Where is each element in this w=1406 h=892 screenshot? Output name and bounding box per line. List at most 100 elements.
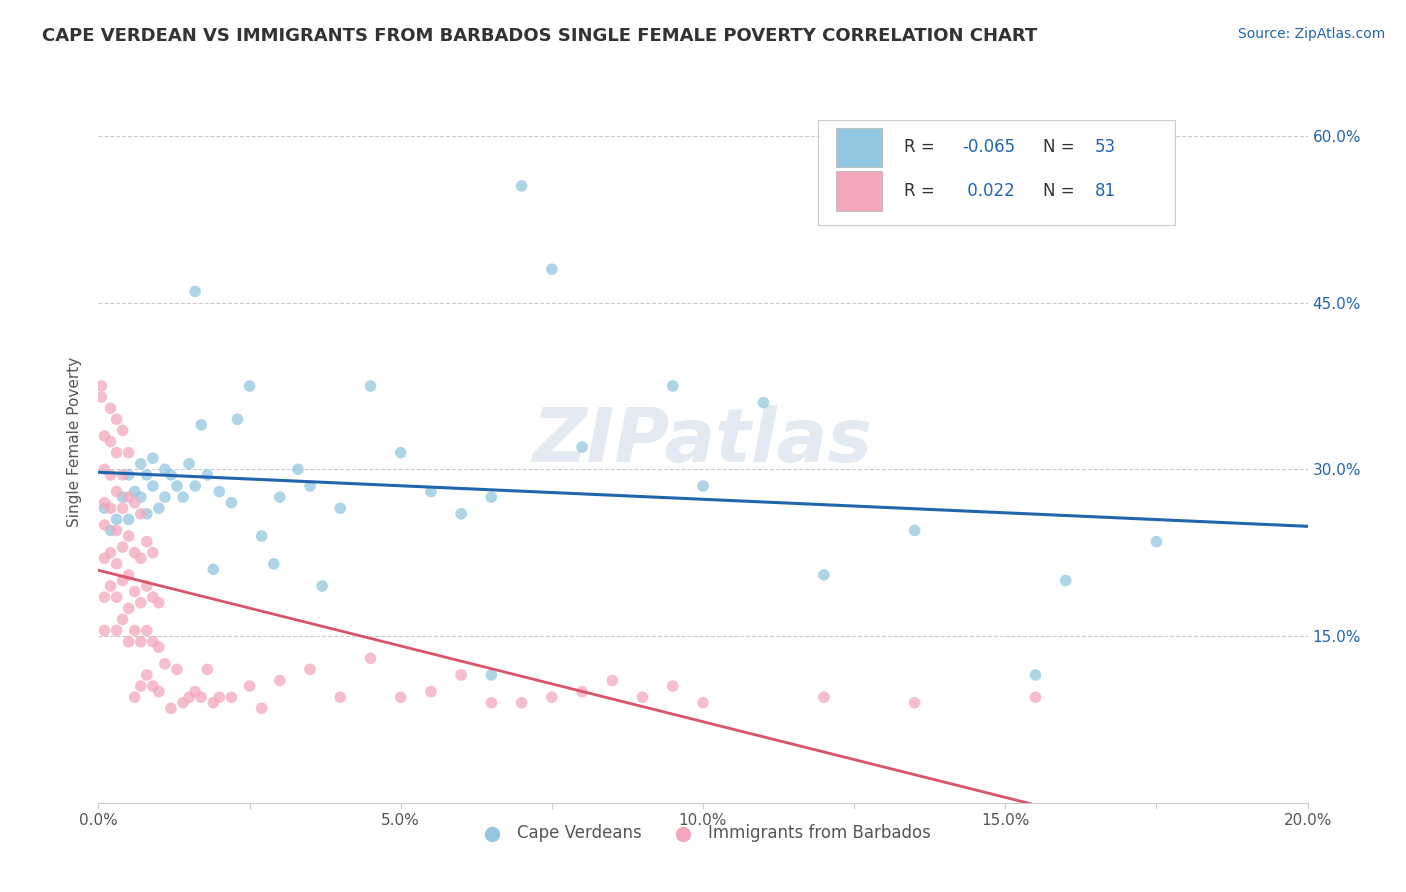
Point [142,634,165,648]
Point [105,484,128,499]
Point [202,696,225,710]
Point [904,696,927,710]
Text: CAPE VERDEAN VS IMMIGRANTS FROM BARBADOS SINGLE FEMALE POVERTY CORRELATION CHART: CAPE VERDEAN VS IMMIGRANTS FROM BARBADOS… [42,27,1038,45]
Point [111,501,134,516]
Point [100,434,122,449]
FancyBboxPatch shape [837,128,882,168]
Point [510,178,533,193]
Point [221,690,243,705]
Point [129,457,152,471]
Point [1054,574,1077,588]
Point [100,501,122,516]
Point [752,395,775,409]
Point [481,696,503,710]
Point [135,579,157,593]
Point [1024,690,1046,705]
Point [124,624,146,638]
Point [111,612,134,626]
Point [118,601,141,615]
Point [360,651,382,665]
Point [172,696,194,710]
Point [100,546,122,560]
Point [105,590,128,604]
Y-axis label: Single Female Poverty: Single Female Poverty [67,357,83,526]
Point [93,551,115,566]
Text: R =: R = [904,138,939,156]
Point [239,379,262,393]
Point [129,507,152,521]
Point [602,673,624,688]
Point [124,546,146,560]
Point [179,690,201,705]
Point [124,496,146,510]
Point [118,568,141,582]
Point [221,496,243,510]
Point [269,673,291,688]
Point [311,579,333,593]
Point [105,524,128,538]
Point [135,668,157,682]
Point [142,546,165,560]
Point [142,679,165,693]
Point [93,517,115,532]
Point [360,379,382,393]
Point [166,662,188,676]
Point [813,690,835,705]
Point [195,467,218,482]
Point [93,501,115,516]
Point [135,624,157,638]
FancyBboxPatch shape [818,120,1174,225]
Point [420,484,443,499]
Point [420,684,443,698]
Point [118,467,141,482]
Point [105,412,128,426]
Point [329,690,352,705]
Point [226,412,249,426]
Point [90,390,112,404]
Text: Source: ZipAtlas.com: Source: ZipAtlas.com [1237,27,1385,41]
Point [172,490,194,504]
Point [179,457,201,471]
Point [299,662,322,676]
Point [100,401,122,416]
Point [93,624,115,638]
Point [118,529,141,543]
Point [692,696,714,710]
Point [142,451,165,466]
Point [184,285,207,299]
Point [389,445,412,459]
Point [190,417,212,432]
Point [153,462,176,476]
Point [160,467,183,482]
Point [263,557,285,571]
Point [135,507,157,521]
Text: N =: N = [1043,138,1080,156]
Point [184,684,207,698]
Point [481,490,503,504]
Point [142,590,165,604]
Text: ZIPatlas: ZIPatlas [533,405,873,478]
Point [239,679,262,693]
Point [190,690,212,705]
Point [111,574,134,588]
Point [202,562,225,576]
Point [571,440,593,454]
Point [299,479,322,493]
Point [135,534,157,549]
Text: 53: 53 [1095,138,1116,156]
Point [166,479,188,493]
Point [148,596,170,610]
Point [692,479,714,493]
Point [510,696,533,710]
Point [93,496,115,510]
Point [118,490,141,504]
Point [450,507,472,521]
Point [269,490,291,504]
Point [118,634,141,648]
Text: 0.022: 0.022 [962,182,1015,200]
Point [148,640,170,655]
Point [813,568,835,582]
Point [129,634,152,648]
Point [124,690,146,705]
Point [100,579,122,593]
